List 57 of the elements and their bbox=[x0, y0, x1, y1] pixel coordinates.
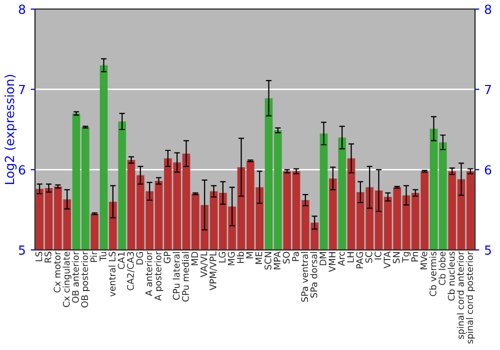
x-tick-label: ventral LS bbox=[108, 252, 116, 297]
y-tick-label: 8 bbox=[18, 4, 26, 14]
y-tick-label: 7 bbox=[19, 85, 25, 94]
x-tick-label: OB posterior bbox=[81, 251, 90, 308]
x-tick-label: OB anterior bbox=[72, 251, 79, 303]
y2-tick-label: 5 bbox=[484, 246, 491, 255]
x-tick-label: A anterior bbox=[145, 251, 152, 296]
x-tick-label: VTA bbox=[384, 251, 390, 268]
x-tick-label: SO bbox=[282, 252, 290, 264]
x-tick-label: DM bbox=[320, 252, 326, 266]
x-tick-label: Pir bbox=[90, 251, 98, 262]
x-tick-label: CA1 bbox=[118, 252, 125, 270]
x-tick-label: SCN bbox=[264, 252, 272, 270]
x-tick-label: VA/VL bbox=[200, 251, 208, 278]
x-tick-label: MD bbox=[191, 252, 198, 266]
x-tick-label: Cb lobe bbox=[438, 252, 446, 286]
x-tick-label: RS bbox=[44, 252, 52, 262]
x-tick-label: DG bbox=[136, 252, 144, 264]
x-tick-label: Pa bbox=[292, 252, 299, 261]
x-tick-label: Cx motor bbox=[54, 251, 61, 292]
x-tick-label: spinal cord anterior bbox=[456, 251, 466, 339]
x-tick-label: CPu medial bbox=[182, 252, 189, 302]
x-tick-label: Hb bbox=[236, 252, 244, 263]
x-tick-label: Arc bbox=[338, 252, 345, 266]
x-tick-label: Tg bbox=[402, 252, 411, 263]
y2-tick-label: 8 bbox=[484, 4, 492, 14]
x-tick-label: GP bbox=[164, 252, 171, 264]
y-axis-title: Log2 (expression) bbox=[4, 74, 17, 184]
y2-tick-label: 6 bbox=[484, 165, 492, 175]
x-tick-label: SC bbox=[365, 252, 372, 263]
x-tick-label: PAG bbox=[356, 252, 364, 268]
x-tick-label: VMH bbox=[328, 252, 336, 272]
y-tick-label: 6 bbox=[18, 165, 26, 175]
x-tick-label: LS bbox=[35, 252, 42, 262]
x-tick-label: LH bbox=[347, 252, 354, 262]
x-tick-label: IC bbox=[374, 252, 382, 260]
x-tick-label: SN bbox=[392, 252, 400, 264]
y-tick-label: 5 bbox=[18, 246, 25, 255]
x-tick-label: CA2/CA3 bbox=[127, 252, 135, 290]
x-tick-label: Cb nucleus bbox=[448, 252, 455, 301]
x-tick-label: CPu lateral bbox=[172, 252, 180, 300]
x-tick-label: SPa ventral bbox=[301, 252, 308, 302]
x-tick-label: Cb vermis bbox=[429, 252, 436, 296]
x-tick-label: A posterior bbox=[154, 251, 164, 301]
x-tick-label: MVe bbox=[420, 252, 428, 270]
x-tick-label: LG bbox=[218, 252, 226, 262]
x-tick-label: spinal cord posterior bbox=[466, 251, 475, 344]
x-tick-label: M bbox=[246, 252, 253, 258]
x-tick-label: Tu bbox=[100, 252, 106, 262]
x-tick-label: MG bbox=[228, 252, 235, 266]
x-tick-label: Pn bbox=[411, 252, 418, 262]
x-tick-label: ME bbox=[255, 252, 262, 264]
y2-tick-label: 7 bbox=[485, 85, 491, 94]
x-tick-label: VPM/VPL bbox=[210, 251, 218, 290]
x-tick-label: SPa dorsal bbox=[310, 252, 318, 298]
x-tick-label: Cx cingulate bbox=[62, 252, 72, 308]
x-tick-label: MPA bbox=[274, 251, 280, 270]
